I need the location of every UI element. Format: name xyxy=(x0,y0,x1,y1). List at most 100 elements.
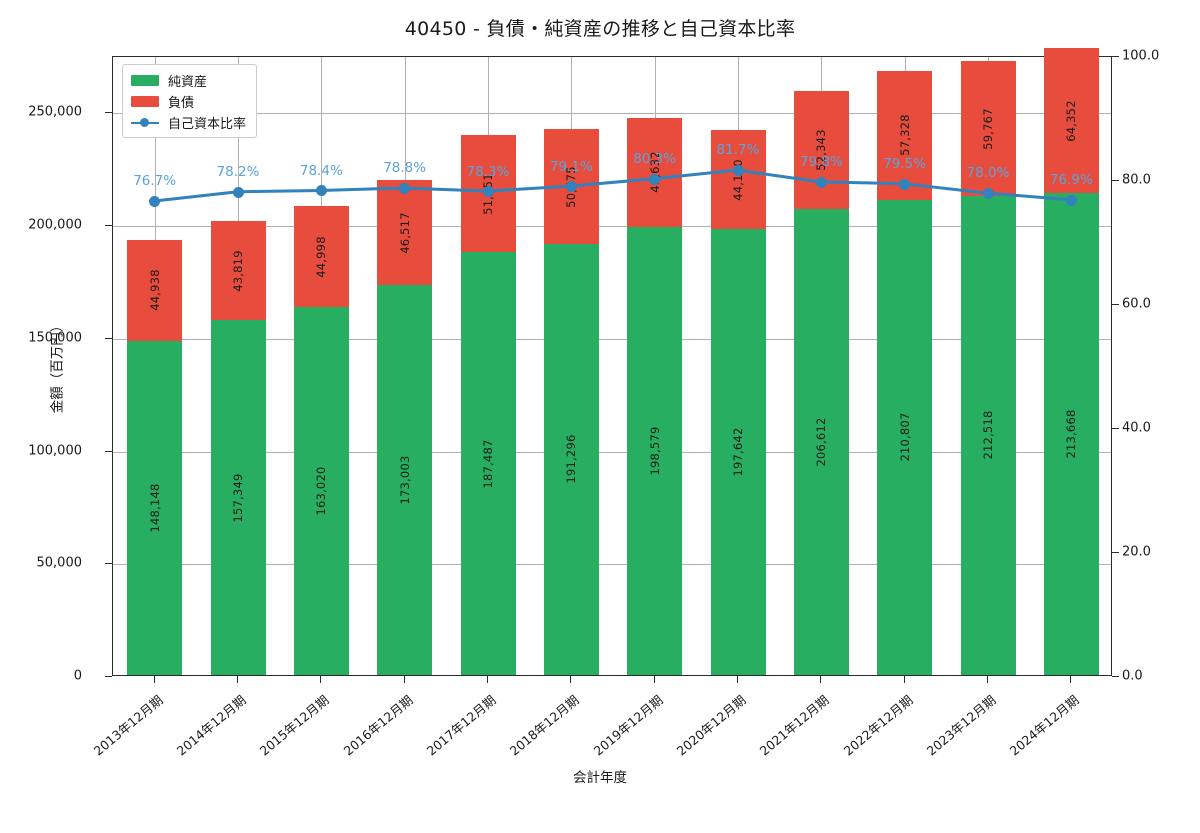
bar-stack[interactable]: 212,518 59,767 xyxy=(960,61,1016,675)
bar-segment-equity[interactable]: 191,296 xyxy=(543,243,599,675)
bar-segment-equity[interactable]: 198,579 xyxy=(627,227,683,675)
legend-item-label: 純資産 xyxy=(168,74,208,90)
y-axis-left-tick-label: 200,000 xyxy=(28,217,82,233)
legend-item[interactable]: 純資産 xyxy=(131,72,246,90)
x-axis-tick-label: 2013年12月期 xyxy=(90,692,166,759)
x-axis-tick-label: 2017年12月期 xyxy=(423,692,499,759)
x-axis-tick-label: 2015年12月期 xyxy=(256,692,332,759)
ratio-marker[interactable] xyxy=(1065,194,1077,206)
legend-item-label: 負債 xyxy=(168,95,195,111)
bar-stack[interactable]: 197,642 44,190 xyxy=(710,129,766,675)
x-axis-tick-mark xyxy=(320,676,322,683)
y-axis-right-tick-label: 80.0 xyxy=(1122,172,1151,188)
bar-segment-debt[interactable]: 57,328 xyxy=(877,70,933,200)
y-axis-left-tick-mark xyxy=(105,450,112,452)
x-axis-tick-mark xyxy=(903,676,905,683)
y-axis-right-tick-label: 40.0 xyxy=(1122,420,1151,436)
bar-segment-debt[interactable]: 43,819 xyxy=(210,221,266,321)
legend-item[interactable]: 負債 xyxy=(131,93,246,111)
bar-stack[interactable]: 191,29650,675 xyxy=(543,129,599,675)
bar-stack[interactable]: 210,807 57,328 xyxy=(877,70,933,675)
gridline-horizontal xyxy=(113,338,1111,340)
ratio-marker[interactable] xyxy=(565,181,577,193)
bar-stack[interactable]: 213,668 64,352 xyxy=(1043,48,1099,675)
x-axis-tick-mark xyxy=(1070,676,1072,683)
bar-segment-debt[interactable]: 44,938 xyxy=(127,239,183,341)
bar-segment-debt[interactable]: 59,767 xyxy=(960,61,1016,196)
bar-stack[interactable]: 148,148 44,938 xyxy=(127,239,183,675)
bar-stack[interactable]: 206,612 52,343 xyxy=(793,91,849,675)
y-axis-right-tick-mark xyxy=(1112,676,1119,677)
x-axis-tick-mark xyxy=(737,676,738,683)
ratio-value-label: 79.8% xyxy=(799,154,843,171)
x-axis-tick-label: 2020年12月期 xyxy=(673,692,749,759)
bar-segment-equity[interactable]: 206,612 xyxy=(793,209,849,675)
x-axis-tick-label: 2014年12月期 xyxy=(173,692,249,759)
ratio-value-label: 78.4% xyxy=(299,162,343,179)
bar-segment-debt[interactable]: 52,343 xyxy=(793,91,849,210)
bar-segment-equity[interactable]: 163,020 xyxy=(293,307,349,675)
ratio-marker[interactable] xyxy=(899,178,911,190)
ratio-value-label: 76.7% xyxy=(133,173,177,190)
ratio-marker[interactable] xyxy=(815,176,827,188)
bar-stack[interactable]: 157,349 43,819 xyxy=(210,221,266,675)
legend-swatch-icon xyxy=(131,95,159,107)
x-axis-tick-mark xyxy=(403,676,405,683)
bar-segment-equity[interactable]: 157,349 xyxy=(210,320,266,675)
ratio-line-layer xyxy=(113,57,1111,675)
bar-segment-debt[interactable]: 64,352 xyxy=(1043,48,1099,194)
y-axis-right-tick-label: 20.0 xyxy=(1122,544,1151,560)
ratio-marker[interactable] xyxy=(232,186,244,198)
ratio-value-label: 80.3% xyxy=(633,151,677,168)
legend-item[interactable]: 自己資本比率 xyxy=(131,114,246,132)
x-axis-tick-mark xyxy=(653,676,655,683)
ratio-marker[interactable] xyxy=(315,185,327,197)
ratio-marker[interactable] xyxy=(149,195,161,207)
y-axis-right-tick-mark xyxy=(1112,428,1119,429)
bar-stack[interactable]: 163,020 44,998 xyxy=(293,206,349,675)
gridline-horizontal xyxy=(113,451,1111,453)
plot-area: 148,148 44,938 157,349 43,819 163,020 44,998 1… xyxy=(112,48,1112,676)
ratio-value-label: 78.8% xyxy=(383,160,427,177)
y-axis-right-tick-label: 100.0 xyxy=(1122,48,1160,64)
bar-segment-debt[interactable]: 48,632 xyxy=(627,117,683,228)
ratio-marker[interactable] xyxy=(982,187,994,199)
x-axis-title: 会計年度 xyxy=(573,770,627,786)
ratio-marker[interactable] xyxy=(482,186,494,198)
gridline-horizontal xyxy=(113,226,1111,228)
bar-segment-debt[interactable]: 44,190 xyxy=(710,129,766,230)
bar-segment-debt[interactable]: 46,517 xyxy=(377,180,433,285)
bar-segment-equity[interactable]: 197,642 xyxy=(710,229,766,675)
ratio-marker[interactable] xyxy=(732,164,744,176)
y-axis-left-tick-mark xyxy=(105,563,112,565)
bar-stack[interactable]: 173,003 46,517 xyxy=(377,180,433,675)
legend-line-icon xyxy=(131,117,159,128)
bar-stack[interactable]: 187,48751,851 xyxy=(460,135,516,675)
y-axis-right-tick-mark xyxy=(1112,180,1119,181)
bar-segment-equity[interactable]: 173,003 xyxy=(377,284,433,675)
y-axis-right-tick-mark xyxy=(1112,552,1119,553)
bar-stack[interactable]: 198,579 48,632 xyxy=(627,117,683,675)
gridline-horizontal xyxy=(113,113,1111,115)
bar-segment-equity[interactable]: 213,668 xyxy=(1043,193,1099,675)
bar-segment-equity[interactable]: 187,487 xyxy=(460,252,516,675)
bar-segment-debt[interactable]: 44,998 xyxy=(293,206,349,308)
x-axis-tick-mark xyxy=(820,676,822,683)
legend-swatch-icon xyxy=(131,74,159,86)
bar-segment-equity[interactable]: 210,807 xyxy=(877,199,933,675)
bar-segment-equity[interactable]: 212,518 xyxy=(960,195,1016,675)
chart-title: 40450 - 負債・純資産の推移と自己資本比率 xyxy=(404,18,796,40)
x-axis-tick-mark xyxy=(987,676,988,683)
ratio-line xyxy=(155,170,1070,201)
chart-figure: 40450 - 負債・純資産の推移と自己資本比率 金額（百万円） 自己資本比率（… xyxy=(28,18,1160,786)
ratio-value-label: 78.3% xyxy=(466,163,510,180)
x-axis-tick-label: 2022年12月期 xyxy=(840,692,916,759)
ratio-value-label: 79.5% xyxy=(883,156,927,173)
bar-segment-equity[interactable]: 148,148 xyxy=(127,341,183,675)
y-axis-right-tick-mark xyxy=(1112,304,1119,305)
ratio-label-layer: 76.7% 78.2% 78.4% 78.8% 78.3% 79.1% 80.3% 81.7%… xyxy=(113,57,1111,675)
ratio-marker[interactable] xyxy=(399,182,411,194)
ratio-marker[interactable] xyxy=(649,173,661,185)
y-axis-right-tick-mark xyxy=(1112,56,1119,57)
y-axis-left-tick-label: 250,000 xyxy=(28,104,82,120)
